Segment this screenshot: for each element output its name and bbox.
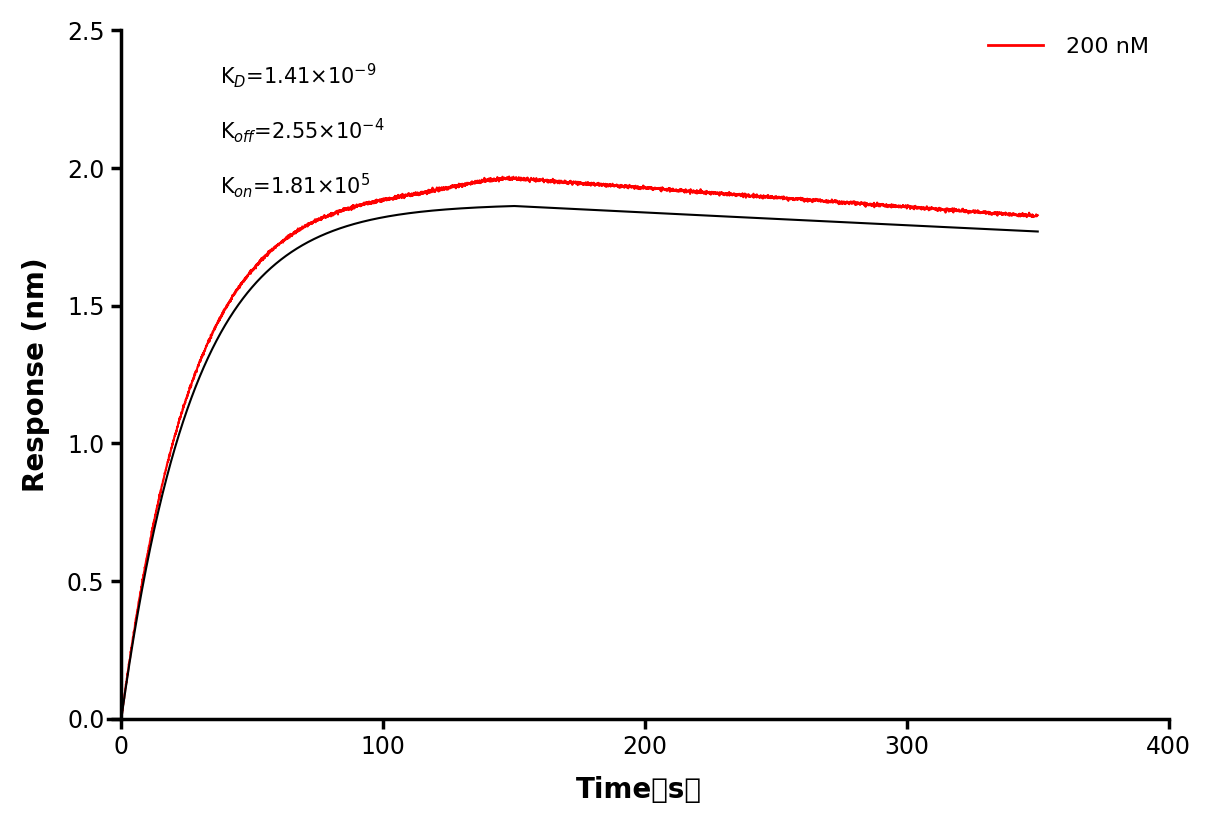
Text: K$_{D}$=1.41×10$^{-9}$: K$_{D}$=1.41×10$^{-9}$ [219,61,376,90]
Text: K$_{off}$=2.55×10$^{-4}$: K$_{off}$=2.55×10$^{-4}$ [219,116,384,145]
Y-axis label: Response (nm): Response (nm) [22,257,51,492]
X-axis label: Time（s）: Time（s） [576,776,702,804]
Legend: 200 nM: 200 nM [979,28,1157,65]
Text: K$_{on}$=1.81×10$^{5}$: K$_{on}$=1.81×10$^{5}$ [219,172,370,200]
